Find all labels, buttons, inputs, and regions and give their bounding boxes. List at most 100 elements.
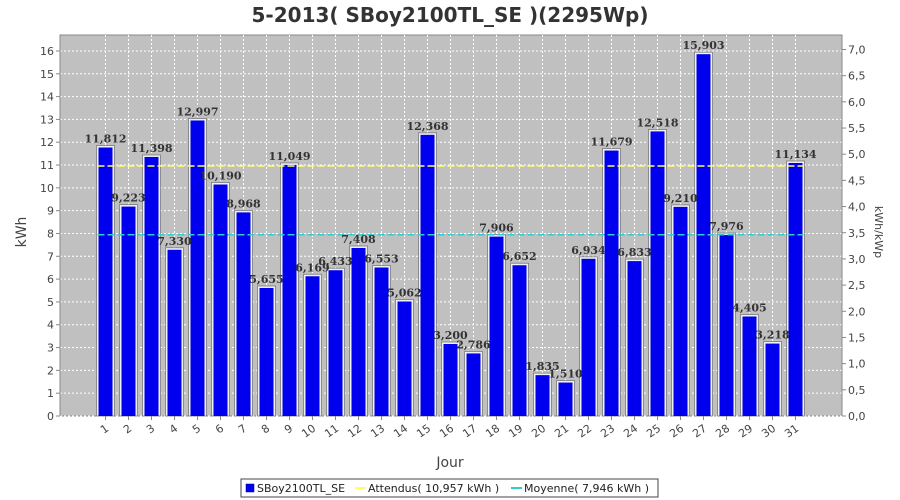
bar [167,249,182,416]
bar-value-label: 11,679 [590,136,632,149]
x-tick-label: 17 [460,422,479,441]
bar-value-label: 12,518 [636,116,678,129]
bar-value-label: 6,169 [295,261,329,274]
bar [190,120,205,416]
bar-value-label: 3,200 [433,329,468,342]
legend-box [240,478,659,498]
bar-value-label: 6,934 [571,244,606,257]
bar-value-label: 9,210 [663,192,698,205]
x-tick-label: 21 [552,422,571,441]
bar-value-label: 6,553 [364,252,398,265]
x-tick-label: 18 [483,422,502,441]
y-tick-label: 16 [40,45,54,58]
x-tick-label: 30 [759,422,778,441]
y2-tick-label: 2,0 [848,305,866,318]
bar [121,206,136,416]
y2-tick-label: 0,0 [848,410,866,423]
bar [650,131,665,416]
bar-value-label: 9,223 [111,192,145,205]
bar [259,287,274,416]
x-tick-label: 25 [644,422,663,441]
reference-lines [97,165,804,236]
y2-tick-label: 6,5 [848,70,866,83]
bar-value-label: 2,786 [456,338,491,351]
bar [397,301,412,416]
bar-value-label: 1,835 [525,360,559,373]
legend-label-attendus: Attendus( 10,957 kWh ) [368,482,499,495]
bar-value-label: 5,062 [387,287,421,300]
y-axis-right: 0,0 0,5 1,0 1,5 2,0 2,5 3,0 3,5 4,0 4,5 5,0 5,5 6,0 6… [841,35,866,423]
bar [673,206,688,416]
x-tick-label: 16 [437,422,456,441]
x-tick-label: 28 [713,422,732,441]
x-tick-label: 4 [167,422,180,437]
bar [328,270,343,416]
y2-tick-label: 7,0 [848,44,866,57]
x-axis-title: Jour [435,455,464,471]
bar [604,150,619,416]
bar-value-label: 6,833 [617,246,651,259]
y-tick-label: 1 [47,387,54,400]
bar [512,265,527,416]
bar-value-label: 11,398 [130,142,172,155]
x-tick-label: 9 [282,422,295,437]
bar [374,267,389,416]
bar-value-label: 15,903 [682,39,724,52]
y2-tick-label: 4,5 [848,174,866,187]
bar-value-label: 1,510 [548,368,583,381]
bar-labels: 11,812 9,223 11,398 7,330 12,997 10,190 8,968 5… [84,39,816,380]
bar [98,147,113,416]
bar [535,375,550,416]
y-tick-label: 4 [47,319,54,332]
y-tick-label: 2 [47,364,54,377]
y-tick-label: 6 [47,273,54,286]
x-tick-label: 15 [414,422,433,441]
legend-swatch-bars [245,483,255,493]
x-tick-label: 19 [506,422,525,441]
y-tick-label: 3 [47,342,54,355]
bar [581,258,596,416]
bar-value-label: 3,218 [755,329,790,342]
bar [466,353,481,416]
bar-value-label: 5,655 [249,273,283,286]
bar-value-label: 7,976 [709,220,744,233]
x-tick-label: 14 [391,422,410,441]
bar-value-label: 12,368 [406,120,448,133]
y-tick-label: 13 [40,113,54,126]
bar-value-label: 11,812 [84,133,126,146]
bar-value-label: 6,652 [502,250,536,263]
x-tick-label: 27 [690,422,709,441]
bar-value-label: 11,134 [774,148,816,161]
x-tick-label: 1 [98,422,111,437]
y2-axis-title: kWh/kWp [872,206,885,258]
x-tick-label: 12 [345,422,364,441]
x-tick-label: 23 [598,422,617,441]
x-axis: 1 2 3 4 5 6 7 8 9 10 11 12 13 14 15 16 17 18 19 20 21 22 23 24 2… [98,416,801,440]
bar-value-label: 6,433 [318,255,352,268]
y-tick-label: 11 [40,159,54,172]
bar-value-label: 7,330 [157,235,192,248]
x-tick-label: 11 [322,422,341,441]
y2-tick-label: 4,0 [848,201,866,214]
y-tick-label: 9 [47,205,54,218]
x-tick-label: 8 [259,422,272,437]
y-tick-label: 8 [47,227,54,240]
y2-tick-label: 2,5 [848,279,866,292]
bar [627,261,642,416]
y2-tick-label: 1,5 [848,331,866,344]
x-tick-label: 20 [529,422,548,441]
bar [236,212,251,416]
bar [420,134,435,417]
y-tick-label: 14 [40,91,54,104]
bar [558,382,573,416]
bar-value-label: 12,997 [176,105,218,118]
legend-label-bars: SBoy2100TL_SE [257,482,345,495]
chart-title: 5-2013( SBoy2100TL_SE )(2295Wp) [252,3,649,27]
x-tick-label: 26 [667,422,686,441]
bar [489,236,504,416]
y2-tick-label: 5,5 [848,122,866,135]
x-tick-label: 13 [368,422,387,441]
x-tick-label: 5 [190,422,203,437]
y2-tick-label: 6,0 [848,96,866,109]
